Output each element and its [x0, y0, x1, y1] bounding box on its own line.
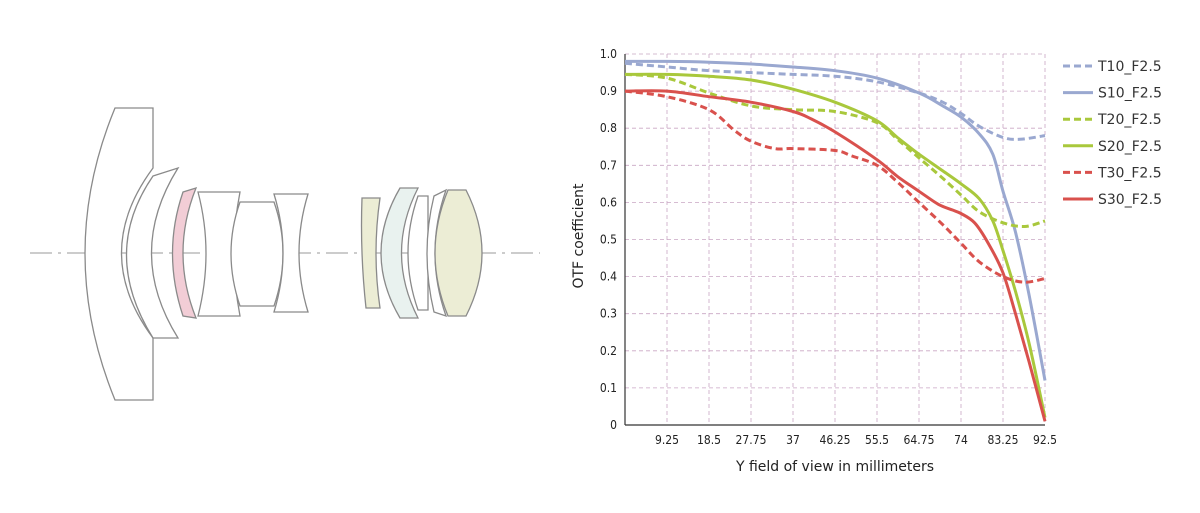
x-tick-label: 74: [954, 433, 968, 447]
x-tick-label: 37: [786, 433, 800, 447]
x-tick-label: 83.25: [988, 433, 1019, 447]
y-tick-label: 0.4: [600, 270, 617, 284]
y-tick-label: 0: [610, 418, 617, 432]
y-tick-label: 0.8: [600, 121, 617, 135]
lens-element-1: [84, 107, 154, 401]
legend-label: T30_F2.5: [1097, 165, 1162, 181]
lens-element-6: [273, 193, 309, 313]
lens-element-7-cream: [360, 197, 381, 309]
series-line-s20-f2-5: [624, 72, 1047, 418]
x-tick-label: 46.25: [820, 433, 851, 447]
chart-legend: T10_F2.5 S10_F2.5 T20_F2.5 S20_F2.5 T30_F2.5…: [1063, 59, 1162, 208]
chart-series: [624, 59, 1047, 422]
x-tick-label: 92.5: [1033, 433, 1057, 447]
lens-element-11-cream: [434, 189, 483, 317]
chart-axes: [624, 54, 1045, 426]
y-axis-title: OTF coefficient: [571, 183, 587, 289]
y-tick-label: 1.0: [600, 47, 617, 61]
x-tick-label: 55.5: [865, 433, 889, 447]
x-tick-label: 9.25: [655, 433, 679, 447]
y-tick-label: 0.9: [600, 84, 617, 98]
y-tick-label: 0.7: [600, 158, 617, 172]
y-tick-label: 0.2: [600, 344, 617, 358]
otf-chart: 0 0.1 0.2 0.3 0.4 0.5 0.6 0.7 0.8 0.9 1.0 9.25 18.5 2…: [571, 47, 1162, 475]
legend-label: S10_F2.5: [1098, 86, 1162, 102]
series-line-t30-f2-5: [624, 89, 1046, 284]
lens-element-9: [407, 195, 429, 311]
lens-element-5: [230, 201, 284, 307]
x-axis-title: Y field of view in millimeters: [735, 459, 934, 475]
series-line-s30-f2-5: [624, 89, 1047, 422]
lens-cross-section-diagram: [30, 107, 540, 401]
lens-element-8-mint: [380, 187, 420, 319]
x-tick-label: 27.75: [736, 433, 767, 447]
y-tick-label: 0.3: [600, 307, 617, 321]
chart-tick-labels: 0 0.1 0.2 0.3 0.4 0.5 0.6 0.7 0.8 0.9 1.0 9.25 18.5 2…: [600, 47, 1057, 447]
legend-label: T10_F2.5: [1097, 59, 1162, 75]
legend-label: T20_F2.5: [1097, 112, 1162, 128]
series-line-s10-f2-5: [624, 59, 1047, 381]
x-tick-label: 18.5: [697, 433, 721, 447]
legend-label: S20_F2.5: [1098, 139, 1162, 155]
y-tick-label: 0.5: [600, 233, 617, 247]
legend-label: S30_F2.5: [1098, 192, 1162, 208]
lens-element-2: [125, 166, 180, 339]
x-tick-label: 64.75: [904, 433, 935, 447]
y-tick-label: 0.1: [600, 381, 617, 395]
y-tick-label: 0.6: [600, 195, 617, 209]
chart-grid: [625, 53, 1046, 425]
lens-element-3-pink: [171, 186, 198, 319]
series-line-t10-f2-5: [624, 61, 1046, 141]
